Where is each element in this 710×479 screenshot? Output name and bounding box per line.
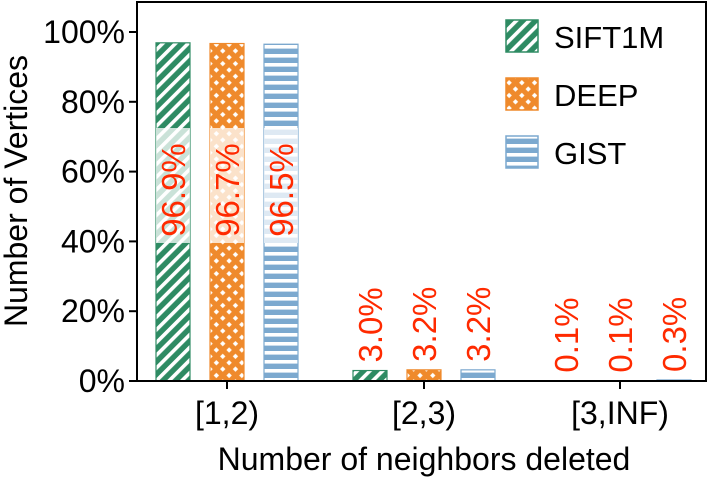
legend-label-sift1m: SIFT1M [554, 20, 664, 55]
data-label-deep-2: 0.1% [602, 297, 639, 372]
legend-label-gist: GIST [554, 136, 626, 171]
data-label-deep-1: 3.2% [406, 287, 443, 362]
legend-label-deep: DEEP [554, 78, 638, 113]
data-label-gist-2: 0.3% [656, 297, 693, 372]
y-tick-label: 20% [61, 293, 125, 329]
data-label-backdrop [156, 128, 190, 243]
legend: SIFT1M DEEP GIST [505, 19, 664, 171]
y-tick-label: 80% [61, 84, 125, 120]
data-label-gist-1: 3.2% [460, 287, 497, 362]
data-labels: 96.9% 3.0% 0.1% 96.7% 3.2% 0.1% 96.5% 3.2% 0.3% [155, 128, 693, 373]
y-tick-label: 40% [61, 223, 125, 259]
legend-swatch-sift1m [505, 19, 539, 53]
y-axis: 0% 20% 40% 60% 80% 100% [43, 14, 137, 399]
y-tick-label: 60% [61, 154, 125, 190]
x-axis: [1,2) [2,3) [3,INF) [195, 381, 669, 431]
data-label-deep-0: 96.7% [209, 143, 246, 237]
y-tick-label: 100% [43, 14, 125, 50]
bar-sift1m-1 [352, 369, 388, 382]
data-label-backdrop [210, 128, 244, 243]
data-label-gist-0: 96.5% [263, 143, 300, 237]
x-tick-label: [3,INF) [571, 395, 669, 431]
x-tick-label: [2,3) [392, 395, 456, 431]
bar-gist-1 [460, 369, 496, 382]
x-axis-title: Number of neighbors deleted [218, 441, 631, 477]
y-axis-title: Number of Vertices [0, 55, 34, 327]
data-label-sift1m-2: 0.1% [548, 297, 585, 372]
data-label-sift1m-1: 3.0% [352, 287, 389, 362]
y-tick-label: 0% [79, 363, 125, 399]
legend-swatch-gist [505, 135, 539, 169]
bar-deep-1 [406, 369, 442, 382]
legend-swatch-deep [505, 77, 539, 111]
x-tick-label: [1,2) [195, 395, 259, 431]
data-label-backdrop [264, 128, 298, 243]
plot-frame [136, 1, 707, 382]
data-label-sift1m-0: 96.9% [155, 143, 192, 237]
